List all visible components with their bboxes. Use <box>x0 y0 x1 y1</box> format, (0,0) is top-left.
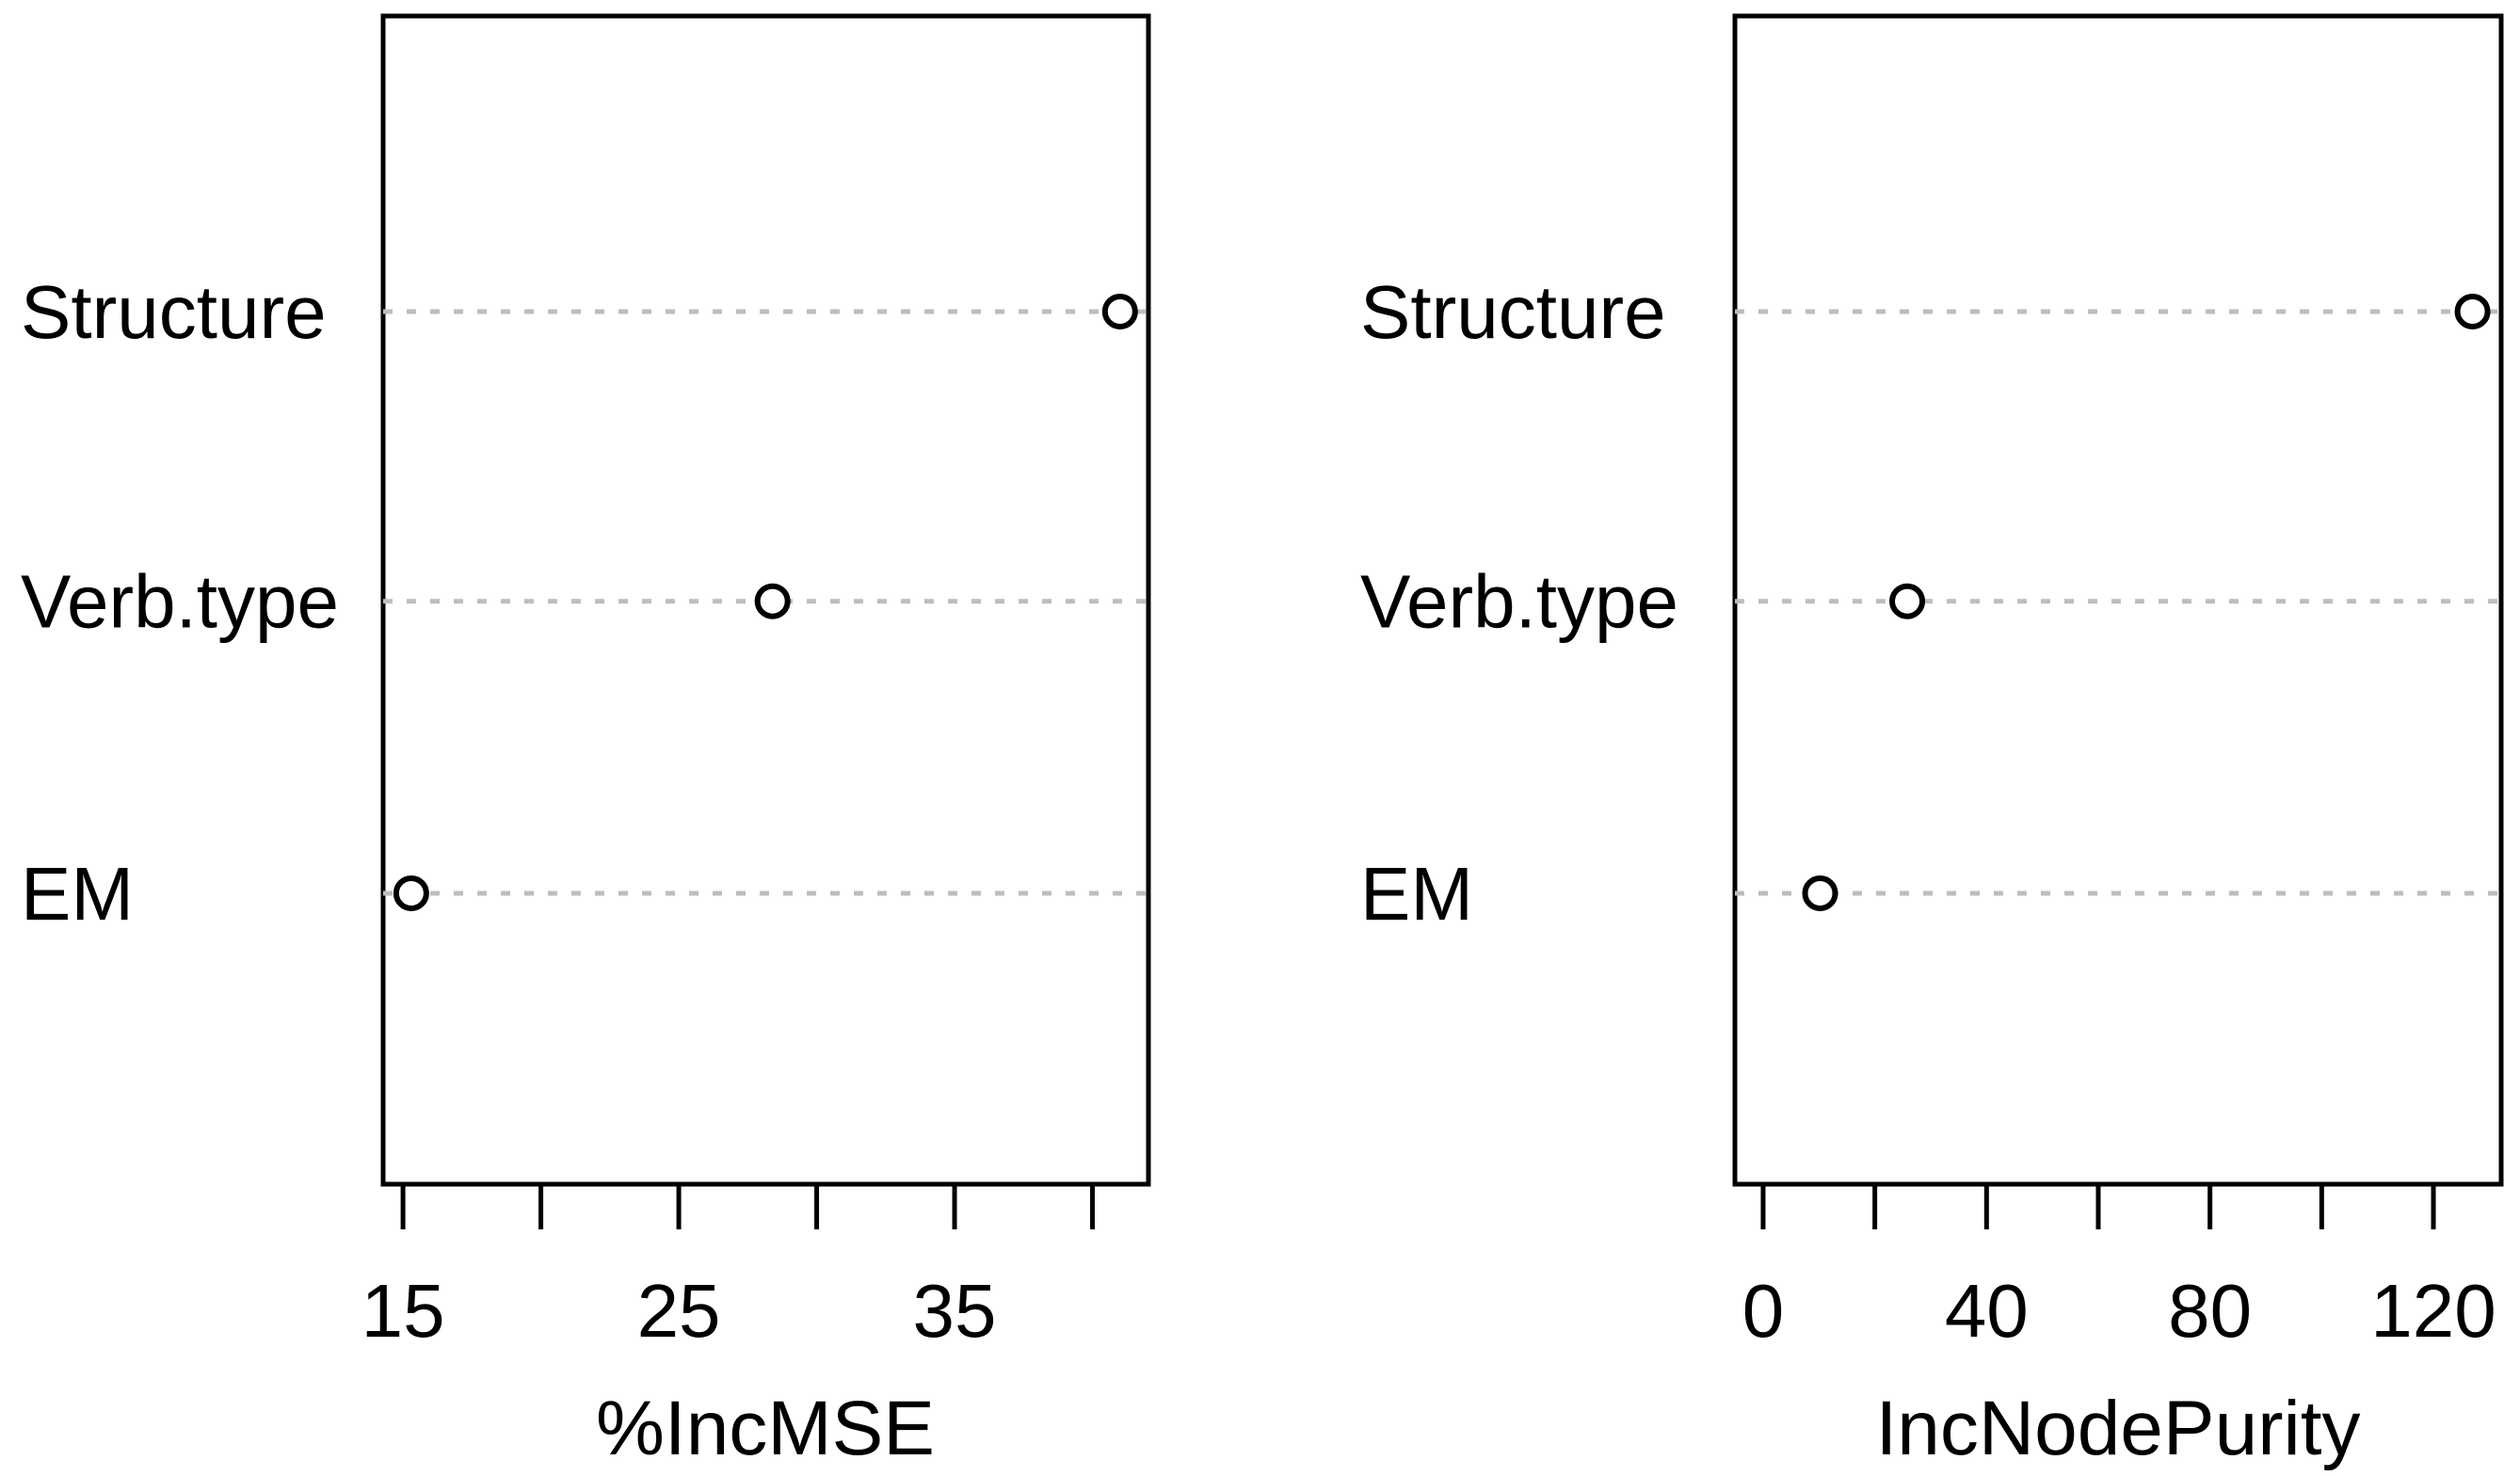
x-tick-label: 40 <box>1945 1269 2029 1353</box>
x-tick-label: 15 <box>361 1269 445 1353</box>
x-axis-title: %IncMSE <box>596 1386 935 1471</box>
category-label-em: EM <box>1360 852 1473 936</box>
data-point-em <box>393 874 429 911</box>
panel-incmse: %IncMSE Structure Verb.type EM 15 25 35 <box>21 13 1151 1471</box>
data-point-structure <box>2454 293 2491 329</box>
category-label-em: EM <box>21 852 134 936</box>
x-tick-label: 120 <box>2370 1269 2496 1353</box>
data-point-verb-type <box>1889 583 1926 619</box>
x-tick-label: 80 <box>2168 1269 2252 1353</box>
x-tick-label: 35 <box>913 1269 997 1353</box>
panel-incnodepurity: IncNodePurity Structure Verb.type EM 0 40 80 1… <box>1360 13 2504 1471</box>
x-axis-title: IncNodePurity <box>1875 1386 2360 1471</box>
category-label-structure: Structure <box>21 270 327 354</box>
x-tick-label: 0 <box>1742 1269 1785 1353</box>
data-point-structure <box>1101 293 1138 329</box>
category-label-structure: Structure <box>1360 270 1666 354</box>
category-label-verb-type: Verb.type <box>21 560 339 644</box>
data-point-em <box>1802 874 1838 911</box>
category-label-verb-type: Verb.type <box>1360 560 1678 644</box>
data-point-verb-type <box>754 583 791 619</box>
x-tick-label: 25 <box>637 1269 721 1353</box>
